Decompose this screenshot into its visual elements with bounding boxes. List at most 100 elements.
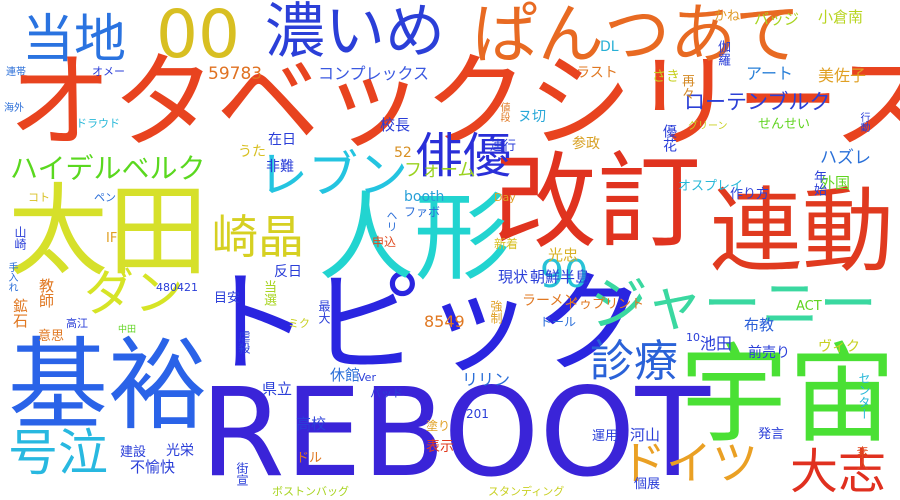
word-misako: 美佐子 [818, 66, 867, 85]
word-meyasu: 目安 [214, 291, 241, 306]
word-osprey: オスプレイ [678, 179, 744, 194]
word-germany: ドイツ [620, 436, 758, 490]
word-dl: DL [600, 39, 619, 55]
word-chosen-hanto: 朝鮮半島 [530, 268, 591, 286]
word-kugiri: ヌ切 [518, 109, 546, 125]
word-koten: 個展 [634, 477, 661, 492]
word-sakiaki: 崎晶 [212, 210, 304, 264]
word-miku: ミク [288, 317, 310, 330]
word-90: 90 [540, 252, 589, 296]
word-moushikomi: 申込 [372, 235, 397, 249]
word-00: 00 [156, 0, 240, 73]
word-201: 201 [466, 407, 489, 421]
word-kocho: 校長 [380, 116, 411, 134]
word-touchi: 当地 [22, 10, 127, 70]
word-bostonbag: ボストンバッグ [272, 485, 349, 498]
word-shinchaku: 新着 [494, 237, 519, 251]
word-ota: 太田 [8, 173, 208, 290]
word-badge: バッジ [754, 10, 800, 28]
word-sensei: せんせい [758, 117, 811, 132]
word-ver: Ver [358, 371, 376, 384]
word-kyosei: 強制 [489, 300, 503, 324]
word-fukyo: 布教 [744, 316, 775, 334]
word-koko: 高校 [296, 415, 327, 433]
word-complex: コンプレックス [318, 64, 430, 83]
word-saisai: 再々 [679, 74, 694, 100]
word-hazure: ハズレ [820, 148, 871, 168]
word-reven: レブン [258, 146, 408, 204]
word-motohiro: 基裕 [8, 327, 208, 444]
word-rendo: 連動 [710, 178, 895, 285]
word-yuka: 優花 [661, 124, 677, 152]
word-kenritsu: 県立 [262, 380, 293, 398]
word-kawayama: 河山 [630, 426, 661, 444]
word-last: ラスト [576, 65, 618, 81]
word-heidelberg: ハイデルベルク [10, 152, 206, 185]
word-teire: 手入れ [6, 262, 17, 292]
word-form: フォーム [404, 160, 476, 181]
word-hyoji: 表示 [426, 439, 454, 455]
word-nedan: 値段 [498, 102, 509, 122]
word-art: アート [746, 64, 794, 83]
word-heli: ヘリ [385, 210, 398, 232]
word-day: Day [494, 191, 516, 204]
word-kyukan: 休館 [330, 366, 361, 384]
word-tsukurikata: 作り方 [730, 187, 770, 202]
word-480421: 480421 [156, 281, 198, 294]
word-kaigai: 海外 [4, 103, 24, 114]
word-rentai: 連帯 [6, 67, 26, 78]
word-gaisen: 街宣 [235, 462, 249, 486]
word-taishi: 大志 [790, 444, 887, 500]
word-kane: かね [714, 9, 741, 24]
word-takae: 高江 [66, 317, 88, 330]
word-green: グリーン [688, 121, 728, 132]
word-fabo: ファボ [404, 205, 441, 219]
word-vic: ヴィク [818, 339, 860, 355]
word-ishi: 意思 [38, 329, 65, 344]
word-shirouto: 素人 [855, 446, 869, 470]
word-otabekku-series: オタベックシリーズ [8, 41, 900, 163]
word-yamazaki: 山崎 [13, 226, 27, 250]
word-dan: ダン [84, 264, 184, 322]
word-shinryo: 診療 [590, 336, 678, 387]
word-mitsutada: 光忠 [548, 246, 579, 264]
word-saki: さき [652, 69, 680, 85]
word-topic: トピック [198, 259, 646, 389]
word-renko: 連行 [490, 139, 517, 154]
word-koei: 光栄 [166, 443, 194, 459]
word-koseki: 鉱石 [11, 298, 29, 328]
word-nuri: 塗り [426, 419, 451, 433]
word-8549: 8549 [424, 312, 465, 331]
word-sansei: 参政 [572, 136, 600, 152]
word-kensetsu: 建設 [120, 445, 147, 460]
word-koime: 濃いめ [265, 0, 445, 67]
word-doll: ドール [540, 315, 577, 329]
word-pantsuate: ぱんつあて [472, 0, 801, 73]
word-unyo: 運用 [592, 429, 619, 444]
word-act: ACT [796, 299, 822, 314]
word-hannichi: 反日 [274, 264, 302, 280]
word-gyakusatsu: 虐殺 [237, 330, 251, 354]
word-nenshi: 年始 [811, 170, 826, 196]
word-kaitei: 改訂 [493, 141, 702, 263]
word-haiyu: 俳優 [415, 128, 512, 184]
word-kodo: 行動 [858, 112, 869, 132]
word-ningyo: 人形 [318, 182, 510, 294]
word-saidai: 最大 [317, 300, 331, 324]
word-tousen: 当選 [261, 280, 276, 306]
word-pen: ペン [94, 191, 116, 204]
word-draud: ドラウド [76, 117, 120, 130]
word-center: センター [857, 372, 871, 420]
word-nakata: 中田 [118, 325, 137, 335]
word-59783: 59783 [208, 64, 263, 84]
word-kyoshi: 教師 [37, 278, 55, 308]
word-omee: オメー [92, 65, 125, 78]
word-ririn: リリン [462, 370, 511, 389]
word-kokuraminami: 小倉南 [818, 8, 864, 26]
word-hinan: 非難 [266, 159, 294, 175]
word-reboot: REBOOT [200, 362, 710, 500]
word-ramen: ラーメン [522, 293, 578, 309]
word-booth: booth [404, 189, 445, 205]
word-uchu: 宇宙 [680, 333, 897, 458]
word-gaikoku: 外国 [820, 174, 851, 192]
